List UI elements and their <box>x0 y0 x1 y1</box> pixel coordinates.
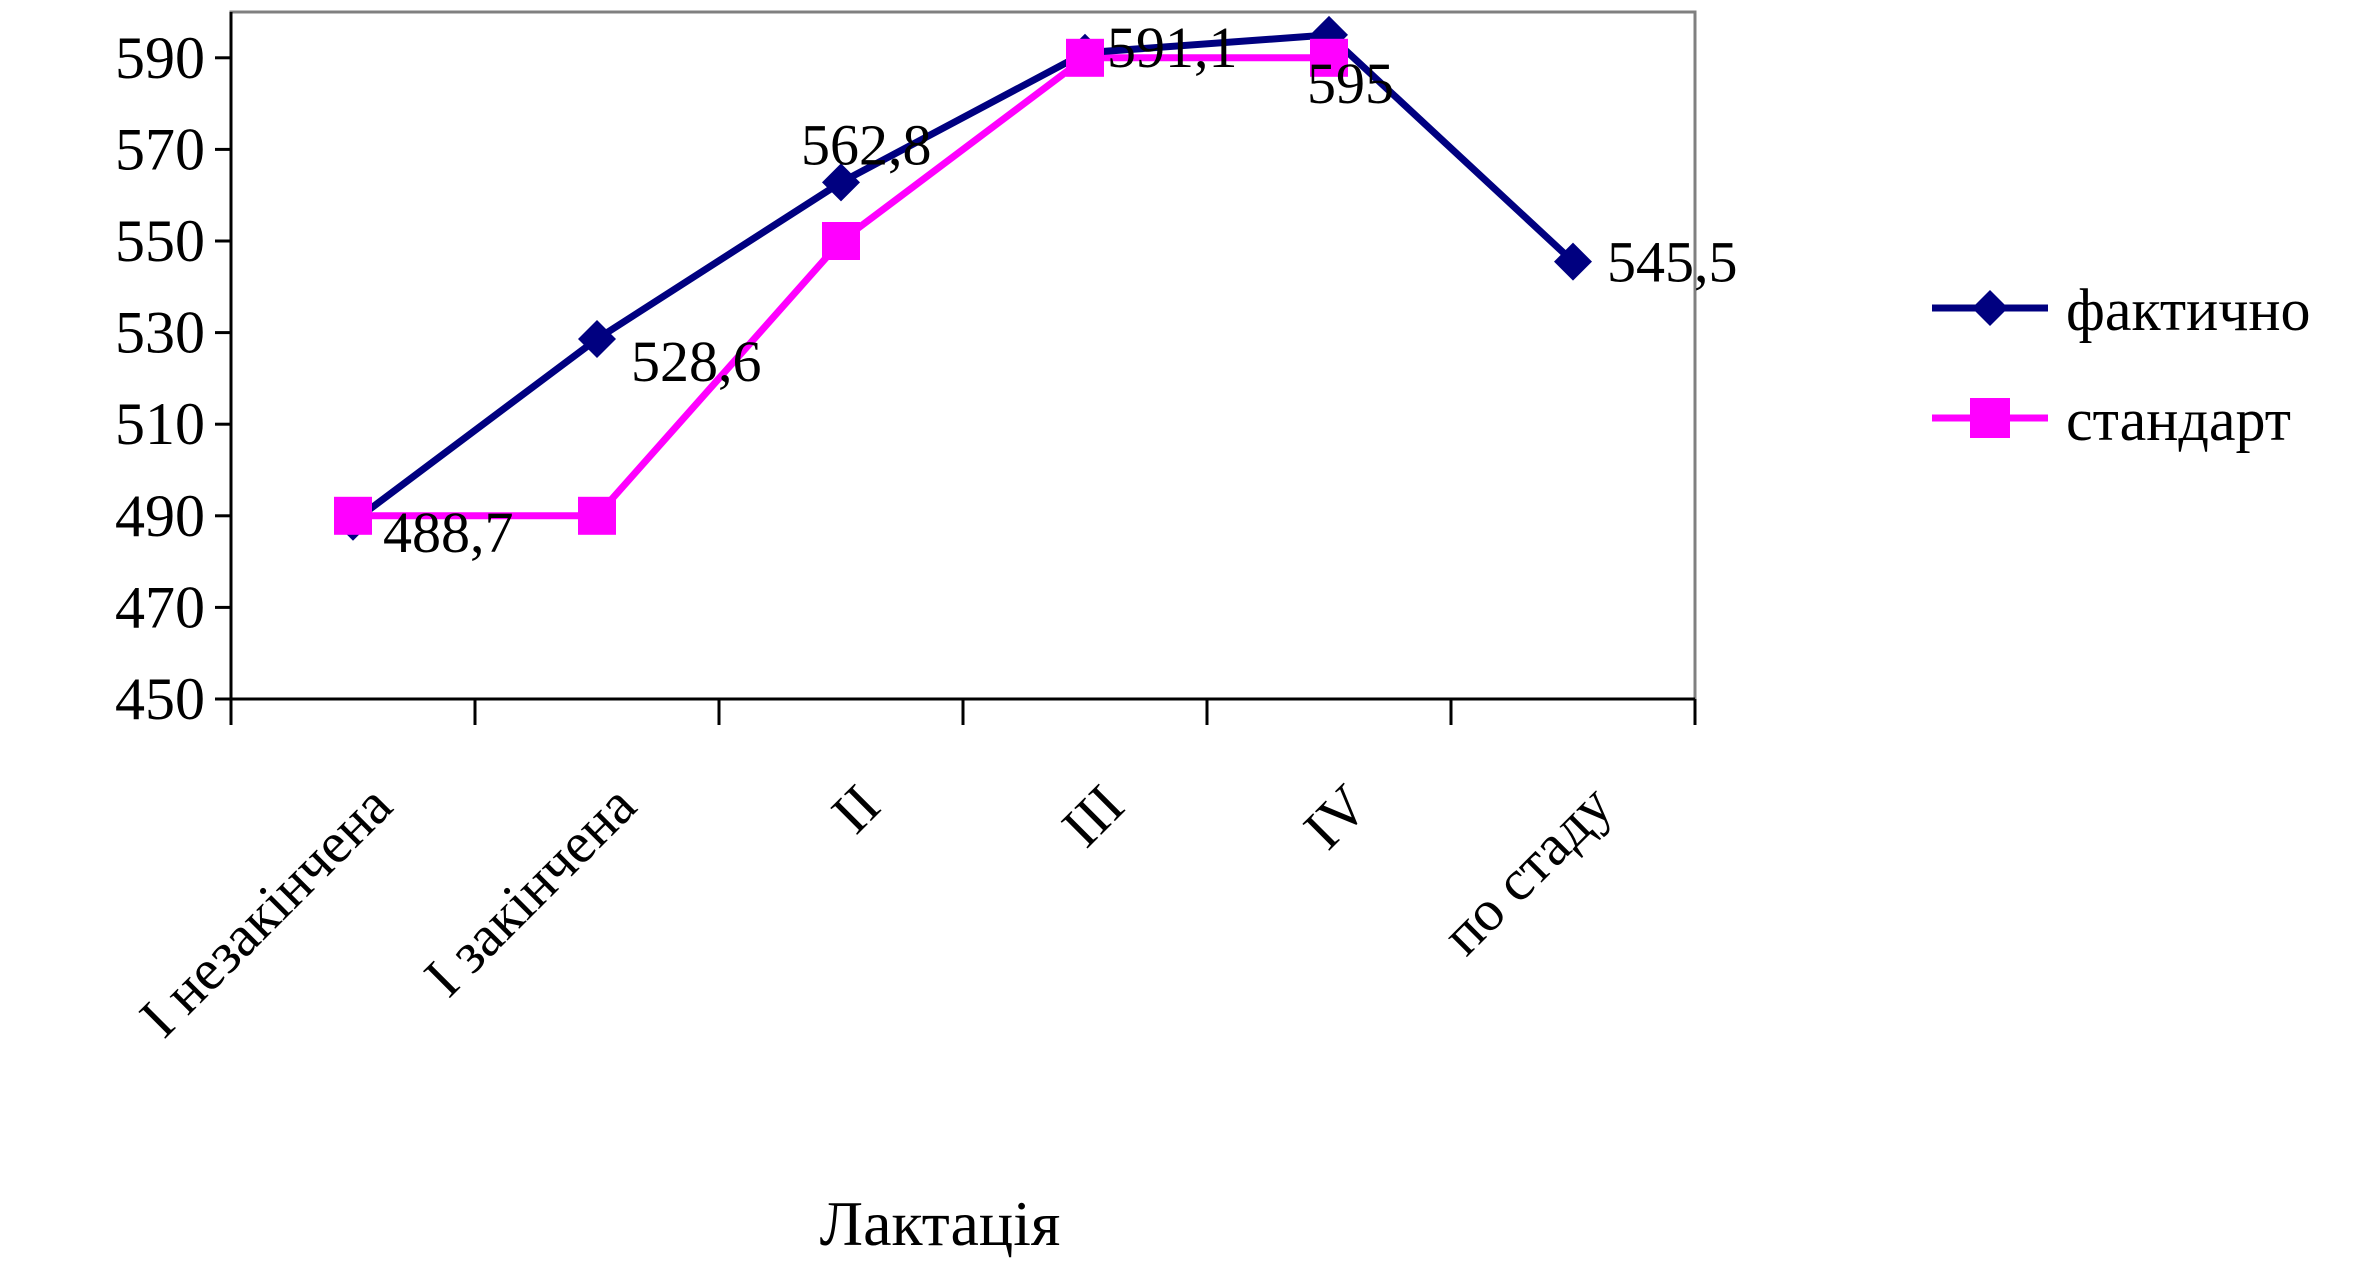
x-tick-label: I незакінчена <box>127 772 404 1049</box>
legend-marker-square <box>1970 398 2010 438</box>
legend-label-series-1: стандарт <box>2066 387 2291 453</box>
y-tick-label: 470 <box>115 574 205 640</box>
data-label: 562,8 <box>801 112 932 177</box>
data-point-diamond <box>822 163 860 202</box>
legend-marker-diamond <box>1972 290 2008 326</box>
plot-area <box>229 10 1697 701</box>
data-point-diamond <box>578 320 616 359</box>
y-axis: 450 470 490 510 530 550 570 590 <box>115 12 233 732</box>
y-tick-label: 450 <box>115 666 205 732</box>
series-line-0 <box>350 31 1576 525</box>
x-tick-label: по стаду <box>1429 772 1624 967</box>
data-point-diamond <box>1554 242 1592 281</box>
y-tick-label: 570 <box>115 116 205 182</box>
data-label: 545,5 <box>1607 230 1738 295</box>
x-tick-label: III <box>1049 772 1136 859</box>
data-label: 595 <box>1307 51 1394 116</box>
data-labels: 488,7 528,6 562,8 591,1 595 545,5 <box>383 15 1738 565</box>
x-tick-label: II <box>819 772 892 845</box>
data-point-square <box>822 222 860 260</box>
legend: фактично стандарт <box>1904 242 2359 468</box>
y-tick-label: 550 <box>115 208 205 274</box>
data-label: 591,1 <box>1107 15 1238 80</box>
legend-label-series-0: фактично <box>2066 277 2310 343</box>
data-point-square <box>334 496 372 535</box>
data-point-square <box>1066 38 1104 77</box>
y-tick-label: 530 <box>115 300 205 366</box>
x-axis: I незакінчена I закінчена II III IV по стаду <box>127 697 1697 1049</box>
y-tick-label: 510 <box>115 391 205 457</box>
data-label: 528,6 <box>631 329 762 394</box>
data-label: 488,7 <box>383 500 514 565</box>
data-point-square <box>1310 38 1348 77</box>
x-axis-title: Лактація <box>820 1188 1061 1258</box>
data-point-square <box>578 496 616 535</box>
y-tick-label: 590 <box>115 25 205 91</box>
series-layer <box>334 15 1592 541</box>
y-tick-label: 490 <box>115 483 205 549</box>
x-tick-label: IV <box>1291 772 1380 861</box>
x-tick-label: I закінчена <box>412 772 649 1009</box>
